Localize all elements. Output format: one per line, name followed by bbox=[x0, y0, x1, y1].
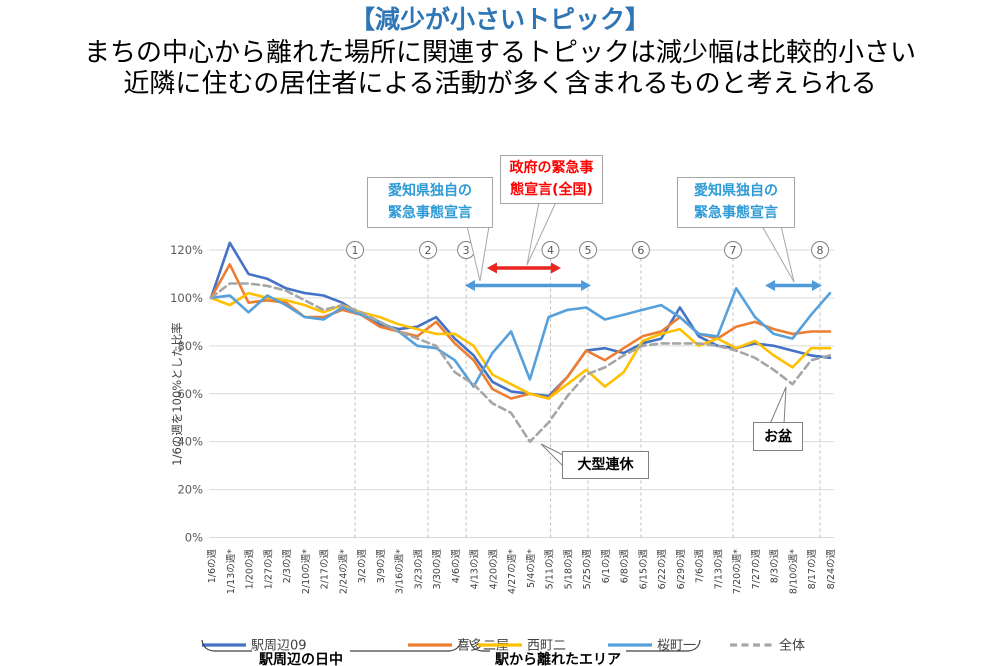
x-tick-label: 5/11の週 bbox=[544, 549, 556, 590]
x-tick-label: 6/29の週 bbox=[675, 549, 687, 590]
event-number: 5 bbox=[585, 244, 592, 257]
x-tick-label: 8/10の週* bbox=[787, 549, 799, 594]
callout-tail bbox=[526, 201, 557, 266]
subtitle-line-2: 近隣に住むの居住者による活動が多く含まれるものと考えられる bbox=[123, 69, 877, 99]
event-number: 8 bbox=[817, 244, 824, 257]
y-tick-label: 80% bbox=[177, 339, 203, 353]
x-tick-label: 8/24の週 bbox=[825, 549, 837, 590]
y-tick-label: 40% bbox=[177, 435, 203, 449]
group-bracket bbox=[469, 639, 490, 652]
callout-text: 愛知県独自の bbox=[388, 182, 472, 199]
x-tick-label: 3/9の週 bbox=[375, 549, 387, 584]
x-tick-label: 7/27の週 bbox=[750, 549, 762, 590]
series-line-5 bbox=[209, 282, 832, 444]
group-label-station-daytime: 駅周辺の日中 bbox=[259, 652, 343, 666]
callout-golden-week: 大型連休 bbox=[562, 451, 649, 479]
event-circle bbox=[579, 241, 598, 259]
legend-label: 西町二 bbox=[527, 639, 566, 654]
y-tick-label: 120% bbox=[170, 243, 203, 257]
x-tick-label: 7/6の週 bbox=[694, 549, 706, 584]
subtitle-line-1: まちの中心から離れた場所に関連するトピックは減少幅は比較的小さい bbox=[83, 38, 916, 68]
event-number: 4 bbox=[547, 244, 554, 257]
x-tick-label: 3/2の週 bbox=[356, 549, 368, 584]
group-bracket bbox=[350, 639, 462, 652]
callout-tail bbox=[761, 225, 795, 283]
callout-government-emergency: 政府の緊急事 態宣言(全国) bbox=[500, 155, 603, 204]
group-label-away-from-station: 駅から離れたエリア bbox=[495, 652, 621, 666]
x-tick-label: 5/25の週 bbox=[581, 549, 593, 590]
x-tick-label: 1/6の週 bbox=[206, 549, 218, 584]
x-tick-label: 5/4の週* bbox=[525, 549, 537, 588]
arrowhead-left bbox=[464, 280, 475, 291]
group-bracket bbox=[626, 639, 701, 652]
y-tick-label: 60% bbox=[177, 387, 203, 401]
event-number: 1 bbox=[352, 244, 359, 257]
callout-text: 緊急事態宣言 bbox=[388, 204, 472, 221]
x-tick-label: 1/27の週 bbox=[262, 549, 274, 590]
event-circle bbox=[724, 241, 743, 259]
event-number: 2 bbox=[425, 244, 432, 257]
x-tick-label: 8/3の週 bbox=[769, 549, 781, 584]
group-bracket bbox=[201, 639, 252, 652]
event-number: 7 bbox=[730, 244, 737, 257]
arrowhead-right bbox=[811, 280, 822, 291]
arrowhead-right bbox=[581, 280, 592, 291]
x-tick-label: 2/17の週 bbox=[319, 549, 331, 590]
x-tick-label: 1/20の週 bbox=[244, 549, 256, 590]
callout-aichi-emergency-right: 愛知県独自の 緊急事態宣言 bbox=[677, 177, 795, 228]
x-tick-label: 1/13の週* bbox=[225, 549, 237, 594]
series-line-3 bbox=[209, 291, 832, 400]
event-circle bbox=[419, 241, 438, 259]
event-number: 3 bbox=[463, 244, 470, 257]
event-number: 6 bbox=[637, 244, 644, 257]
y-axis-title: 1/6の週を100%とした比率 bbox=[170, 322, 184, 465]
y-tick-label: 20% bbox=[177, 483, 203, 497]
series-line-1 bbox=[209, 241, 832, 398]
arrowhead-right bbox=[551, 262, 562, 274]
x-tick-label: 3/16の週* bbox=[394, 549, 406, 594]
page-title: 【減少が小さいトピック】 bbox=[349, 5, 650, 34]
x-tick-label: 6/15の週 bbox=[637, 549, 649, 590]
callout-text: 愛知県独自の bbox=[694, 182, 778, 199]
header: 【減少が小さいトピック】 まちの中心から離れた場所に関連するトピックは減少幅は比… bbox=[0, 2, 1000, 100]
x-tick-label: 7/20の週* bbox=[731, 549, 743, 594]
arrowhead-left bbox=[486, 262, 497, 274]
callout-text: 緊急事態宣言 bbox=[694, 204, 778, 221]
arrowhead-left bbox=[765, 280, 776, 291]
callout-obon: お盆 bbox=[753, 422, 803, 451]
event-circle bbox=[811, 241, 830, 259]
callout-tail bbox=[540, 443, 566, 469]
legend-label: 駅周辺09 bbox=[251, 639, 307, 654]
x-tick-label: 8/17の週 bbox=[806, 549, 818, 590]
x-tick-label: 3/23の週 bbox=[412, 549, 424, 590]
callout-tail bbox=[769, 386, 787, 425]
callout-tail bbox=[466, 225, 490, 282]
x-tick-label: 7/13の週 bbox=[712, 549, 724, 590]
series-line-4 bbox=[209, 286, 832, 388]
event-circle bbox=[541, 241, 560, 259]
y-tick-label: 100% bbox=[170, 291, 203, 305]
event-circle bbox=[631, 241, 650, 259]
x-tick-label: 2/3の週 bbox=[281, 549, 293, 584]
callout-aichi-emergency-left: 愛知県独自の 緊急事態宣言 bbox=[367, 177, 493, 228]
x-tick-label: 6/8の週 bbox=[619, 549, 631, 584]
legend-label: 桜町一 bbox=[657, 639, 696, 654]
legend-label: 全体 bbox=[779, 638, 805, 654]
x-tick-label: 4/20の週 bbox=[487, 549, 499, 590]
x-tick-label: 3/30の週 bbox=[431, 549, 443, 590]
x-tick-label: 4/6の週 bbox=[450, 549, 462, 584]
x-tick-label: 2/24の週* bbox=[337, 549, 349, 594]
x-tick-label: 5/18の週 bbox=[562, 549, 574, 590]
callout-text: 態宣言(全国) bbox=[510, 181, 593, 198]
x-tick-label: 4/27の週* bbox=[506, 549, 518, 594]
x-tick-label: 6/1の週 bbox=[600, 549, 612, 584]
x-tick-label: 6/22の週 bbox=[656, 549, 668, 590]
x-tick-label: 4/13の週 bbox=[469, 549, 481, 590]
x-tick-label: 2/10の週* bbox=[300, 549, 312, 594]
y-tick-label: 0% bbox=[185, 531, 203, 545]
event-circle bbox=[346, 241, 365, 259]
callout-text: 政府の緊急事 bbox=[509, 159, 594, 176]
